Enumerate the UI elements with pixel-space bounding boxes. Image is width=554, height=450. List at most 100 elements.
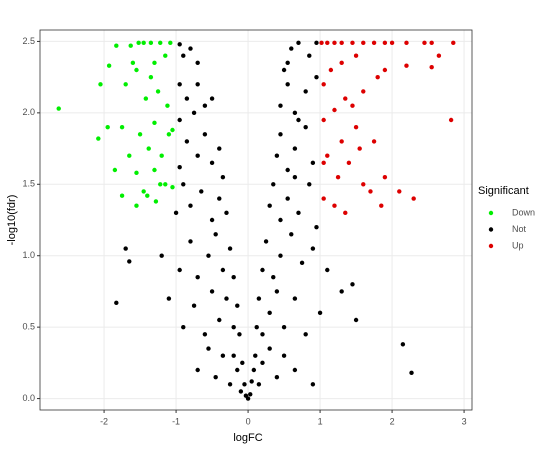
x-tick-label: 1 bbox=[318, 416, 323, 426]
point bbox=[274, 153, 280, 158]
point bbox=[292, 296, 298, 301]
point bbox=[321, 82, 326, 87]
x-axis-label: logFC bbox=[233, 432, 262, 444]
point bbox=[240, 360, 245, 366]
point bbox=[285, 196, 290, 201]
point bbox=[235, 303, 240, 308]
point bbox=[158, 40, 163, 46]
point bbox=[249, 379, 254, 384]
y-tick-label: 2.0 bbox=[22, 107, 35, 117]
point bbox=[231, 274, 236, 280]
point bbox=[141, 189, 146, 194]
point bbox=[127, 259, 132, 264]
point bbox=[123, 82, 128, 87]
point bbox=[267, 346, 272, 351]
legend-key bbox=[488, 243, 494, 249]
point bbox=[271, 182, 276, 187]
point bbox=[254, 324, 259, 330]
point bbox=[332, 107, 337, 113]
point bbox=[177, 82, 182, 87]
point bbox=[448, 117, 454, 123]
point bbox=[56, 106, 61, 111]
point bbox=[199, 189, 204, 194]
point bbox=[278, 217, 283, 223]
x-tick-label: 0 bbox=[246, 416, 251, 426]
point bbox=[137, 132, 143, 137]
point bbox=[202, 332, 208, 337]
point bbox=[325, 267, 330, 273]
point bbox=[314, 40, 319, 46]
point bbox=[285, 82, 290, 87]
point bbox=[353, 124, 359, 130]
point bbox=[130, 60, 136, 66]
point bbox=[289, 232, 294, 237]
point bbox=[292, 367, 298, 373]
point bbox=[220, 267, 226, 273]
point bbox=[382, 174, 388, 180]
point bbox=[231, 324, 236, 330]
point bbox=[251, 367, 257, 373]
point bbox=[195, 153, 200, 158]
point bbox=[134, 203, 139, 208]
point bbox=[202, 103, 208, 108]
point bbox=[260, 332, 265, 337]
point bbox=[310, 246, 316, 251]
point bbox=[411, 196, 416, 201]
point bbox=[278, 132, 283, 137]
y-tick-label: 0.0 bbox=[22, 393, 35, 403]
point bbox=[238, 389, 244, 394]
point bbox=[195, 274, 200, 280]
point bbox=[163, 53, 168, 58]
point bbox=[181, 53, 186, 58]
point bbox=[350, 282, 355, 287]
point bbox=[382, 67, 388, 73]
point bbox=[321, 160, 326, 166]
point bbox=[188, 203, 193, 208]
point bbox=[224, 210, 229, 216]
point bbox=[343, 210, 348, 216]
point bbox=[195, 60, 200, 66]
point bbox=[307, 53, 312, 58]
point bbox=[289, 46, 294, 51]
point bbox=[209, 289, 215, 294]
point bbox=[188, 239, 193, 244]
point bbox=[346, 160, 352, 166]
point bbox=[332, 203, 337, 208]
point bbox=[271, 274, 276, 280]
point bbox=[375, 74, 380, 80]
point bbox=[299, 260, 305, 266]
point bbox=[267, 310, 272, 316]
y-tick-label: 1.0 bbox=[22, 250, 35, 260]
point bbox=[166, 296, 172, 301]
point bbox=[451, 40, 456, 46]
legend-label: Up bbox=[512, 240, 524, 250]
point bbox=[177, 117, 182, 123]
point bbox=[389, 40, 395, 46]
point bbox=[166, 132, 172, 137]
point bbox=[119, 193, 125, 198]
y-tick-label: 1.5 bbox=[22, 179, 35, 189]
point bbox=[141, 40, 146, 46]
point bbox=[206, 346, 211, 351]
point bbox=[361, 40, 366, 46]
point bbox=[195, 82, 200, 87]
point bbox=[206, 253, 211, 258]
point bbox=[248, 392, 253, 397]
point bbox=[310, 382, 316, 387]
legend-title: Significant bbox=[478, 185, 529, 197]
point bbox=[136, 40, 141, 46]
point bbox=[339, 139, 344, 144]
point bbox=[371, 40, 377, 46]
point bbox=[96, 136, 101, 141]
point bbox=[253, 353, 258, 358]
point bbox=[220, 174, 226, 180]
point bbox=[319, 40, 324, 46]
point bbox=[332, 40, 337, 46]
point bbox=[339, 60, 344, 66]
point bbox=[143, 96, 149, 101]
point bbox=[170, 127, 175, 133]
point bbox=[256, 382, 262, 387]
point bbox=[281, 353, 287, 358]
point bbox=[159, 253, 164, 258]
